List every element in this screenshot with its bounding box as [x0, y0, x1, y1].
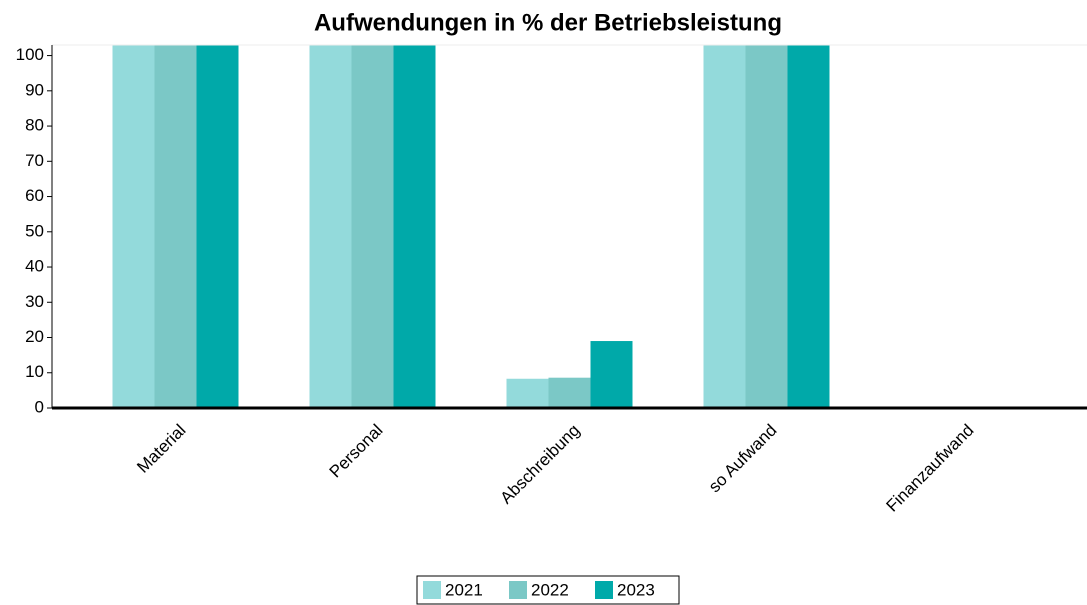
y-tick-label: 70 [25, 151, 44, 170]
legend-swatch [509, 581, 527, 599]
x-tick-label: so Aufwand [705, 421, 781, 497]
y-tick-label: 80 [25, 116, 44, 135]
x-tick-label: Finanzaufwand [883, 421, 978, 516]
y-tick-label: 30 [25, 292, 44, 311]
bar [196, 45, 239, 408]
x-tick-label: Personal [326, 421, 387, 482]
y-tick-label: 20 [25, 327, 44, 346]
bar [393, 45, 436, 408]
x-tick-label: Material [133, 421, 189, 477]
plot-area [112, 45, 830, 408]
chart-title: Aufwendungen in % der Betriebsleistung [314, 9, 782, 36]
legend-label: 2023 [617, 580, 655, 599]
bar [590, 341, 633, 408]
bar [703, 45, 746, 408]
y-tick-label: 50 [25, 221, 44, 240]
y-tick-label: 60 [25, 186, 44, 205]
legend-swatch [595, 581, 613, 599]
bar [309, 45, 352, 408]
bar [351, 45, 394, 408]
bar [787, 45, 830, 408]
bar [112, 45, 155, 408]
legend-label: 2021 [445, 580, 483, 599]
y-tick-label: 10 [25, 362, 44, 381]
y-tick-label: 100 [16, 45, 44, 64]
y-tick-label: 0 [35, 397, 44, 416]
bar [506, 378, 549, 408]
y-tick-label: 40 [25, 257, 44, 276]
bar [745, 45, 788, 408]
bar [154, 45, 197, 408]
legend-swatch [423, 581, 441, 599]
y-tick-label: 90 [25, 80, 44, 99]
x-tick-label: Abschreibung [497, 421, 584, 508]
legend-box [416, 575, 680, 605]
legend-label: 2022 [531, 580, 569, 599]
bar [548, 377, 591, 408]
